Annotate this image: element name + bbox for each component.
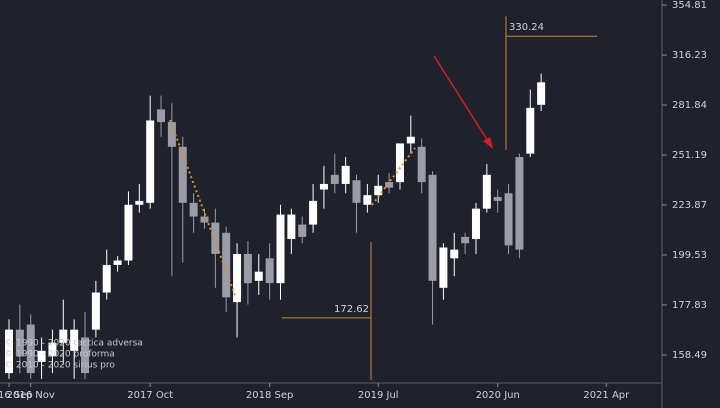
candle-body [81,337,90,374]
candle-body [15,329,24,357]
candle-body [319,183,328,190]
candle-body [233,253,242,303]
copyright: © 2010 - 2020 sirius pro [4,361,115,371]
candle-body [91,292,100,330]
y-tick-label: 251.19 [672,150,707,161]
y-tick-label: 223.87 [672,200,707,211]
x-tick-label: 2021 Apr [583,390,630,401]
candle-body [222,232,231,298]
y-tick-label: 354.81 [672,0,707,11]
x-tick-label: 2016 Nov [7,390,55,401]
candle-body [374,185,383,196]
x-tick-label: 2019 Jul [358,390,399,401]
trend-line [169,119,236,296]
candle-body [537,82,546,105]
candle-body [113,260,122,265]
candle-body [330,174,339,184]
candle-body [146,120,155,203]
y-tick-label: 281.84 [672,100,707,111]
candle-body [59,329,68,343]
candle-body [363,195,372,205]
candle-body [287,214,296,240]
candle-body [265,258,274,284]
candle-body [385,182,394,188]
candle-body [406,136,415,144]
plot: 158.49 177.83 199.53 223.87 251.19 281.84 316.… [0,0,707,401]
level-label: 330.24 [509,22,544,33]
candle-body [461,236,470,244]
level-label: 172.62 [334,304,369,315]
candle-body [189,202,198,217]
candle-body [37,350,46,362]
candle-body [439,247,448,288]
x-tick-label: 2020 Jun [476,390,520,401]
y-tick-label: 316.23 [672,50,707,61]
candle-body [167,122,176,147]
candle-body [157,109,166,123]
candle-body [243,253,252,284]
candle-body [70,329,79,351]
candle-body [352,180,361,203]
candle-body [450,249,459,259]
candle-body [309,200,318,225]
candle-body [26,324,35,374]
candle-body [254,271,263,281]
candle-body [178,146,187,203]
candle-body [417,146,426,183]
candle-body [428,174,437,281]
candle-body [124,204,133,261]
candle-body [135,200,144,205]
candle-body [200,216,209,223]
candle-body [102,264,111,293]
arrow-head [483,137,493,149]
y-tick-label: 199.53 [672,250,707,261]
candle-body [493,197,502,201]
candle-body [211,222,220,254]
candle-body [276,214,285,284]
x-tick-label: 2018 Sep [246,390,293,401]
y-tick-label: 177.83 [672,300,707,311]
candle-body [341,165,350,184]
x-tick-label: 2017 Oct [127,390,173,401]
copyright: © 1990 - 2020 tactica adversa [4,339,143,349]
trend-line [371,147,416,206]
candle-body [395,143,404,183]
candle-body [526,107,535,154]
x-tick-label: 2016 Sep [0,390,33,401]
copyright: © 1990 - 2020 proforma [4,350,115,360]
candle-body [471,208,480,240]
candle-body [504,193,513,246]
candle-body [515,157,524,250]
candle-body [298,224,307,237]
candle-body [482,174,491,209]
candle-body [48,342,57,357]
arrow [433,55,489,142]
y-tick-label: 158.49 [672,350,707,361]
candle-body [5,329,13,374]
